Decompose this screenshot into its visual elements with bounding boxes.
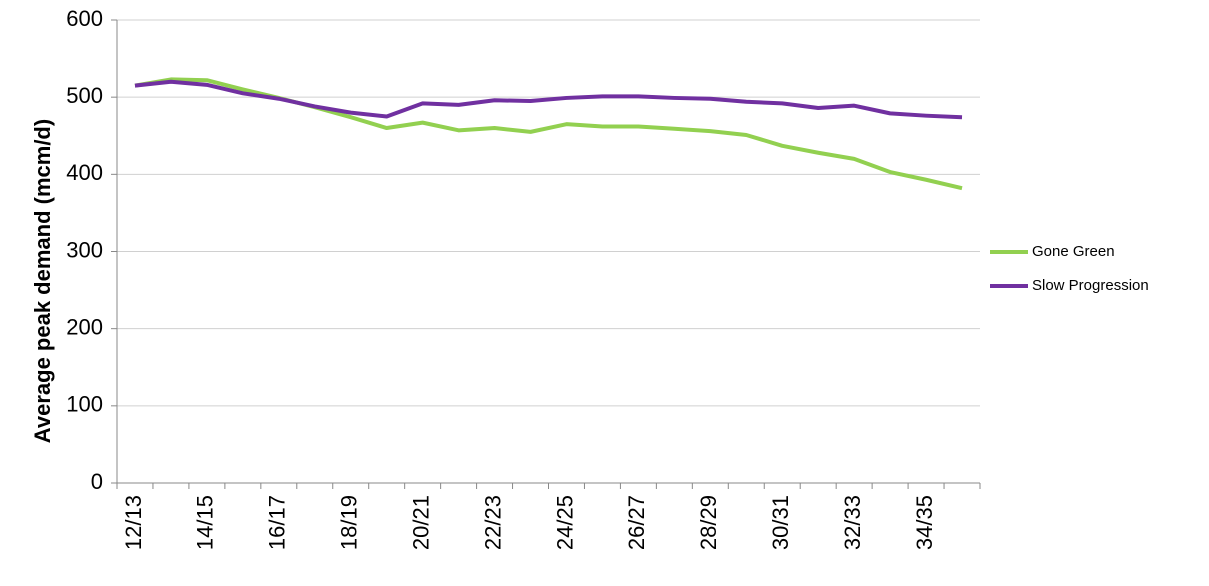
x-tick-label: 18/19	[337, 495, 362, 550]
y-tick-label: 100	[66, 392, 103, 417]
y-tick-label: 600	[66, 6, 103, 31]
y-tick-label: 300	[66, 237, 103, 262]
legend-label: Gone Green	[1032, 243, 1115, 260]
x-tick-label: 14/15	[193, 495, 218, 550]
x-tick-label: 22/23	[480, 495, 505, 550]
y-tick-label: 200	[66, 314, 103, 339]
legend-label: Slow Progression	[1032, 277, 1149, 294]
y-tick-label: 400	[66, 160, 103, 185]
x-tick-label: 12/13	[121, 495, 146, 550]
y-axis-label: Average peak demand (mcm/d)	[30, 119, 55, 443]
line	[134, 79, 963, 120]
x-tick-label: 34/35	[912, 495, 937, 550]
x-tick-label: 20/21	[408, 495, 433, 550]
x-tick-label: 16/17	[265, 495, 290, 550]
y-tick-label: 0	[91, 469, 103, 494]
x-tick-label: 30/31	[768, 495, 793, 550]
x-tick-label: 32/33	[840, 495, 865, 550]
x-tick-label: 28/29	[696, 495, 721, 550]
y-tick-label: 500	[66, 83, 103, 108]
x-tick-label: 26/27	[624, 495, 649, 550]
x-tick-label: 24/25	[552, 495, 577, 550]
